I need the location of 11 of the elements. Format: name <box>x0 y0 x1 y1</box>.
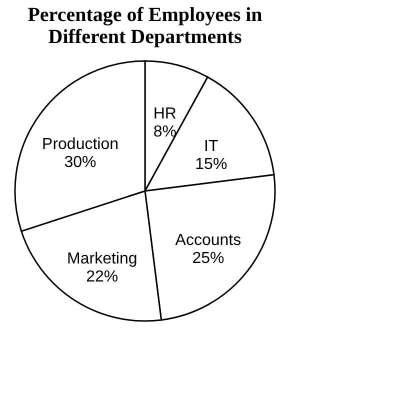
data-label: 30% <box>64 154 96 171</box>
data-label: 22% <box>86 268 118 286</box>
data-label: 15% <box>195 156 228 174</box>
data-label: 25% <box>192 250 224 268</box>
data-label: 8% <box>153 124 176 141</box>
slice-label: IT <box>204 138 218 156</box>
chart-title: Percentage of Employees in Different Departments <box>28 4 262 48</box>
slice-label: HR <box>153 106 176 123</box>
slice-label: Marketing <box>67 250 138 268</box>
slice-label: Accounts <box>175 232 242 250</box>
slice-label: Production <box>42 136 119 153</box>
